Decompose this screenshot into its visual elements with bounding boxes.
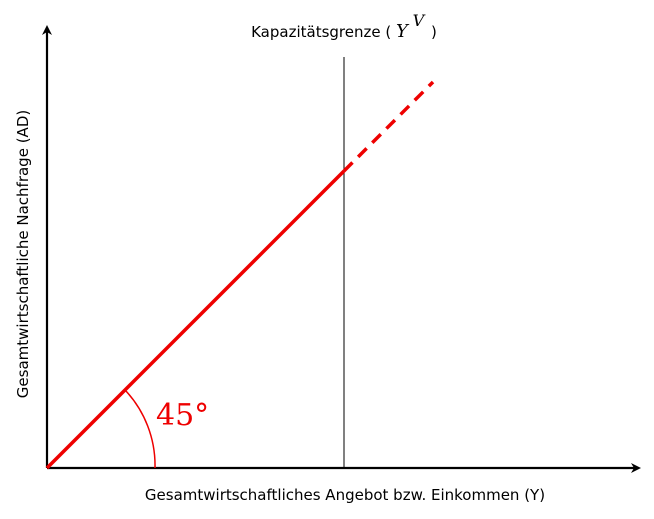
angle-label: 45°: [156, 398, 209, 433]
capacity-label: Kapazitätsgrenze ( Y V ): [251, 11, 437, 42]
capacity-label-superscript: V: [413, 11, 426, 30]
capacity-label-prefix: Kapazitätsgrenze (: [251, 23, 391, 41]
capacity-label-suffix: ): [431, 23, 437, 41]
capacity-label-symbol: Y: [396, 21, 410, 42]
45-degree-line-dashed: [342, 80, 435, 173]
45-degree-line-solid: [45, 169, 346, 470]
y-axis-label: Gesamtwirtschaftliche Nachfrage (AD): [14, 110, 32, 398]
x-axis-label: Gesamtwirtschaftliches Angebot bzw. Eink…: [145, 486, 545, 504]
angle-arc: [124, 389, 156, 469]
